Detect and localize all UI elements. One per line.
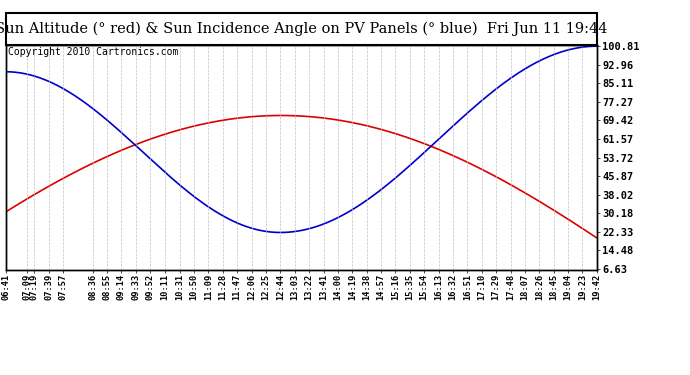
- FancyBboxPatch shape: [6, 13, 597, 45]
- Text: Sun Altitude (° red) & Sun Incidence Angle on PV Panels (° blue)  Fri Jun 11 19:: Sun Altitude (° red) & Sun Incidence Ang…: [0, 22, 607, 36]
- Text: Copyright 2010 Cartronics.com: Copyright 2010 Cartronics.com: [8, 47, 179, 57]
